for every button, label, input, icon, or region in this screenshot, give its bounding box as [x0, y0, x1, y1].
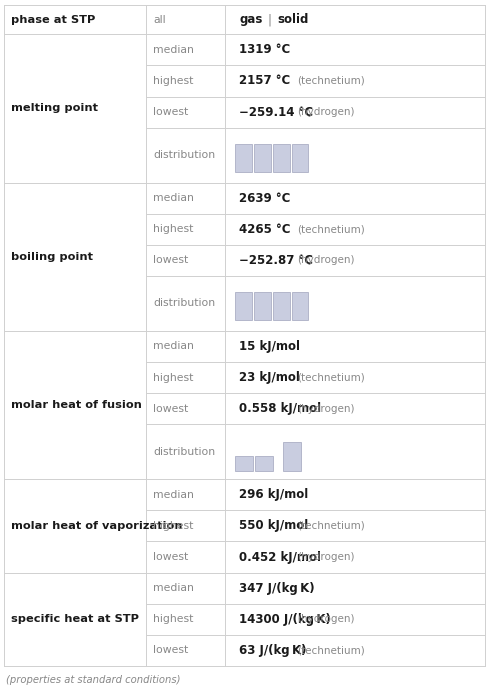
- Text: highest: highest: [153, 521, 193, 531]
- Text: melting point: melting point: [11, 104, 98, 113]
- Text: median: median: [153, 583, 193, 593]
- Bar: [253, 292, 270, 321]
- Bar: [291, 144, 307, 172]
- Text: 4265 °C: 4265 °C: [239, 223, 290, 236]
- Text: 63 J/(kg K): 63 J/(kg K): [239, 644, 306, 657]
- Text: lowest: lowest: [153, 645, 188, 656]
- Text: solid: solid: [277, 13, 308, 26]
- Text: 23 kJ/mol: 23 kJ/mol: [239, 371, 300, 384]
- Text: distribution: distribution: [153, 447, 215, 457]
- Text: molar heat of fusion: molar heat of fusion: [11, 400, 142, 410]
- Bar: [283, 442, 301, 471]
- Text: 0.558 kJ/mol: 0.558 kJ/mol: [239, 402, 321, 415]
- Bar: [291, 292, 307, 321]
- Text: lowest: lowest: [153, 404, 188, 414]
- Text: lowest: lowest: [153, 107, 188, 117]
- Bar: [272, 292, 289, 321]
- Text: 0.452 kJ/mol: 0.452 kJ/mol: [239, 551, 321, 564]
- Text: 550 kJ/mol: 550 kJ/mol: [239, 520, 308, 533]
- Text: 2639 °C: 2639 °C: [239, 191, 290, 205]
- Text: (technetium): (technetium): [297, 372, 364, 383]
- Text: (technetium): (technetium): [297, 225, 364, 234]
- Text: −252.87 °C: −252.87 °C: [239, 254, 313, 267]
- Text: boiling point: boiling point: [11, 252, 93, 262]
- Text: molar heat of vaporization: molar heat of vaporization: [11, 521, 182, 531]
- Bar: [253, 144, 270, 172]
- Text: (hydrogen): (hydrogen): [297, 552, 354, 562]
- Text: 14300 J/(kg K): 14300 J/(kg K): [239, 613, 330, 626]
- Text: (technetium): (technetium): [297, 76, 364, 86]
- Text: all: all: [153, 15, 165, 25]
- Bar: [235, 456, 253, 471]
- Text: (hydrogen): (hydrogen): [297, 256, 354, 265]
- Text: highest: highest: [153, 76, 193, 86]
- Text: highest: highest: [153, 614, 193, 624]
- Text: |: |: [267, 13, 271, 26]
- Text: distribution: distribution: [153, 299, 215, 308]
- Text: (hydrogen): (hydrogen): [297, 404, 354, 414]
- Bar: [235, 292, 251, 321]
- Text: phase at STP: phase at STP: [11, 15, 95, 25]
- Bar: [235, 144, 251, 172]
- Text: −259.14 °C: −259.14 °C: [239, 106, 313, 119]
- Text: (technetium): (technetium): [297, 521, 364, 531]
- Text: 296 kJ/mol: 296 kJ/mol: [239, 489, 308, 501]
- Text: highest: highest: [153, 372, 193, 383]
- Text: median: median: [153, 193, 193, 203]
- Bar: [255, 456, 273, 471]
- Text: 347 J/(kg K): 347 J/(kg K): [239, 582, 314, 595]
- Text: lowest: lowest: [153, 256, 188, 265]
- Text: specific heat at STP: specific heat at STP: [11, 614, 139, 624]
- Text: lowest: lowest: [153, 552, 188, 562]
- Bar: [272, 144, 289, 172]
- Text: (technetium): (technetium): [297, 645, 364, 656]
- Text: (properties at standard conditions): (properties at standard conditions): [6, 675, 180, 685]
- Text: (hydrogen): (hydrogen): [297, 614, 354, 624]
- Text: gas: gas: [239, 13, 262, 26]
- Text: 15 kJ/mol: 15 kJ/mol: [239, 340, 300, 353]
- Text: median: median: [153, 341, 193, 352]
- Text: 2157 °C: 2157 °C: [239, 75, 290, 88]
- Text: highest: highest: [153, 225, 193, 234]
- Text: (hydrogen): (hydrogen): [297, 107, 354, 117]
- Text: median: median: [153, 45, 193, 55]
- Text: 1319 °C: 1319 °C: [239, 44, 290, 57]
- Text: distribution: distribution: [153, 150, 215, 160]
- Text: median: median: [153, 490, 193, 500]
